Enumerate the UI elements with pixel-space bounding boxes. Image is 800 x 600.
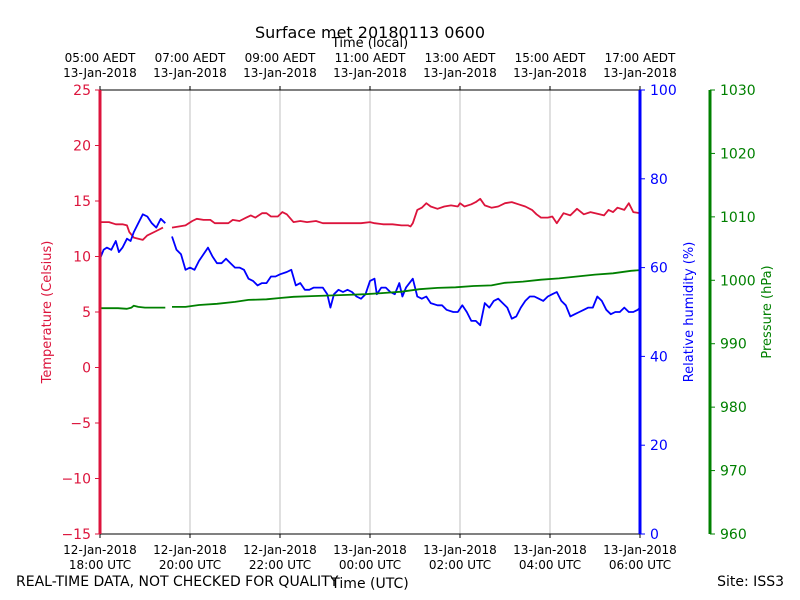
relative-humidity-line [99, 213, 166, 260]
top-axis-label: Time (local) [331, 36, 408, 51]
top-tick-label: 13-Jan-2018 [423, 66, 497, 80]
pressure-line [172, 269, 641, 308]
top-tick-label: 05:00 AEDT [65, 51, 136, 65]
humidity-tick-label: 100 [650, 83, 677, 99]
pressure-axis-label: Pressure (hPa) [760, 265, 775, 358]
temperature-tick-label: 15 [73, 194, 91, 210]
bottom-tick-label: 13-Jan-2018 [333, 543, 407, 557]
bottom-tick-label: 00:00 UTC [339, 558, 401, 572]
temperature-tick-label: −10 [61, 472, 91, 488]
bottom-tick-label: 12-Jan-2018 [63, 543, 137, 557]
top-tick-label: 09:00 AEDT [245, 51, 316, 65]
humidity-tick-label: 60 [650, 261, 668, 277]
humidity-axis-label: Relative humidity (%) [682, 242, 697, 383]
humidity-tick-label: 80 [650, 172, 668, 188]
temperature-tick-label: 20 [73, 139, 91, 155]
quality-disclaimer: REAL-TIME DATA, NOT CHECKED FOR QUALITY [16, 574, 339, 590]
top-tick-label: 17:00 AEDT [605, 51, 676, 65]
bottom-tick-label: 13-Jan-2018 [423, 543, 497, 557]
top-tick-label: 13-Jan-2018 [333, 66, 407, 80]
top-tick-label: 13-Jan-2018 [603, 66, 677, 80]
pressure-tick-label: 980 [720, 400, 747, 416]
bottom-tick-label: 12-Jan-2018 [153, 543, 227, 557]
pressure-line [100, 304, 166, 310]
top-tick-label: 13-Jan-2018 [153, 66, 227, 80]
top-tick-label: 13-Jan-2018 [63, 66, 137, 80]
grid-lines [189, 90, 551, 534]
top-tick-label: 13-Jan-2018 [513, 66, 587, 80]
bottom-tick-label: 13-Jan-2018 [603, 543, 677, 557]
top-tick-label: 07:00 AEDT [155, 51, 226, 65]
bottom-tick-label: 04:00 UTC [519, 558, 581, 572]
pressure-tick-label: 990 [720, 337, 747, 353]
relative-humidity-line [171, 236, 641, 327]
temperature-tick-label: 0 [82, 361, 91, 377]
temperature-axis-label: Temperature (Celsius) [40, 241, 55, 385]
pressure-tick-label: 1000 [720, 273, 756, 289]
data-series [99, 197, 641, 327]
bottom-tick-label: 20:00 UTC [159, 558, 221, 572]
pressure-tick-label: 1010 [720, 210, 756, 226]
bottom-tick-label: 18:00 UTC [69, 558, 131, 572]
x-axis-label: Time (UTC) [330, 576, 408, 592]
pressure-tick-label: 960 [720, 527, 747, 543]
temperature-line [171, 197, 641, 229]
bottom-tick-label: 06:00 UTC [609, 558, 671, 572]
chart-title: Surface met 20180113 0600 [255, 23, 485, 42]
temperature-tick-label: −15 [61, 527, 91, 543]
temperature-tick-label: −5 [70, 416, 91, 432]
pressure-tick-label: 1030 [720, 83, 756, 99]
site-label: Site: ISS3 [717, 574, 784, 590]
bottom-tick-label: 12-Jan-2018 [243, 543, 317, 557]
temperature-tick-label: 10 [73, 250, 91, 266]
pressure-tick-label: 970 [720, 464, 747, 480]
pressure-tick-label: 1020 [720, 146, 756, 162]
humidity-tick-label: 40 [650, 349, 668, 365]
temperature-tick-label: 25 [73, 83, 91, 99]
top-tick-label: 13:00 AEDT [425, 51, 496, 65]
bottom-tick-label: 22:00 UTC [249, 558, 311, 572]
humidity-tick-label: 20 [650, 438, 668, 454]
humidity-tick-label: 0 [650, 527, 659, 543]
bottom-tick-label: 13-Jan-2018 [513, 543, 587, 557]
bottom-tick-label: 02:00 UTC [429, 558, 491, 572]
temperature-line [100, 221, 164, 241]
top-tick-label: 13-Jan-2018 [243, 66, 317, 80]
temperature-tick-label: 5 [82, 305, 91, 321]
top-tick-label: 15:00 AEDT [515, 51, 586, 65]
top-tick-label: 11:00 AEDT [335, 51, 406, 65]
